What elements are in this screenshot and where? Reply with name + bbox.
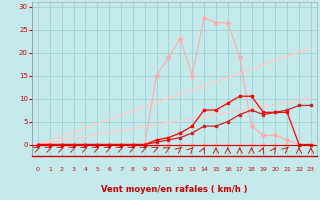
X-axis label: Vent moyen/en rafales ( km/h ): Vent moyen/en rafales ( km/h ) — [101, 185, 248, 194]
